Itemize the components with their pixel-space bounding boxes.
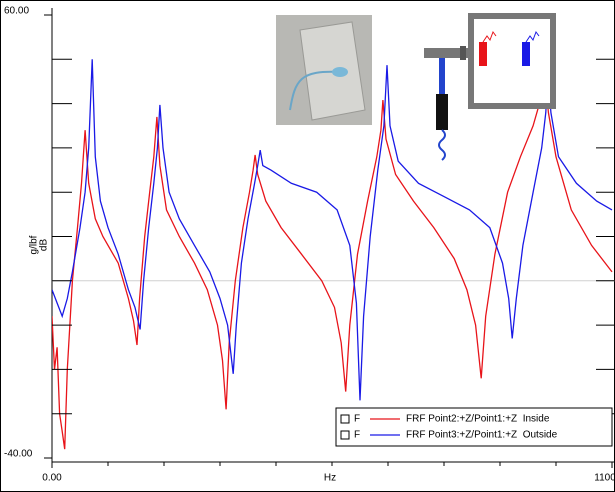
y-axis-label: g/lbf [29,235,40,254]
photo-sensor [332,67,348,77]
hammer-tip [460,46,466,60]
setup-diagram [424,13,556,161]
x-tick-label: 0.00 [42,473,62,484]
cable-inside [482,30,497,43]
y-tick-label: -40.00 [4,449,33,460]
photo [276,15,372,125]
legend-checkbox [340,414,350,424]
hammer-handle [436,94,448,130]
legend: F FRF Point2:+Z/Point1:+Z Inside F FRF Poin… [335,407,613,447]
x-axis-label: Hz [324,473,336,484]
sensor-outside [522,42,530,66]
hammer-head [424,48,468,58]
x-tick-label: 1100.00 [594,473,615,484]
y-axis-unit: dB [39,239,50,252]
series-line [52,59,613,401]
legend-label: FRF Point2:+Z/Point1:+Z Inside [406,414,550,425]
photo-cable [289,70,341,111]
legend-box [335,407,613,447]
legend-flag: F [354,430,360,441]
y-tick-label: 60.00 [4,6,29,17]
sensor-inside [479,42,487,66]
legend-checkbox [340,430,350,440]
hammer-neck [439,58,445,94]
legend-flag: F [354,414,360,425]
series-line [52,74,613,450]
cable-outside [525,30,540,43]
hammer-cable [438,129,446,161]
legend-label: FRF Point3:+Z/Point1:+Z Outside [406,430,558,441]
plot-area [52,59,615,450]
